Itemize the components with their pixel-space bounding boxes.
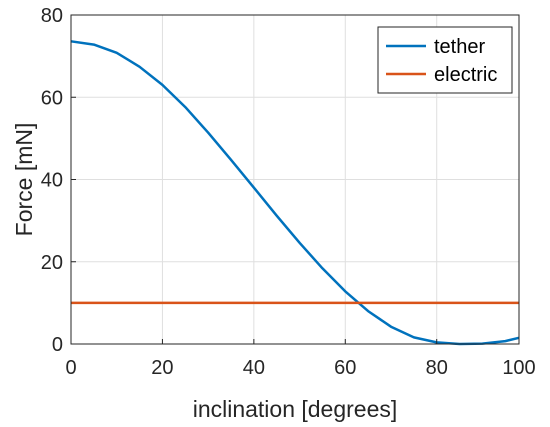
- x-axis-label: inclination [degrees]: [193, 396, 398, 422]
- legend-box: [377, 26, 513, 94]
- x-tick-label: 100: [502, 357, 535, 379]
- legend-label-electric: electric: [434, 64, 497, 86]
- legend: tether electric: [377, 26, 513, 94]
- y-tick-label: 60: [41, 87, 63, 109]
- series-line-tether: [70, 40, 520, 346]
- x-tick-label: 60: [334, 357, 356, 379]
- y-tick-label: 20: [41, 252, 63, 274]
- x-tick-label: 0: [65, 357, 76, 379]
- y-tick-label: 80: [41, 5, 63, 27]
- y-tick-label: 0: [52, 334, 63, 356]
- x-tick-label: 80: [426, 357, 448, 379]
- x-tick-label: 40: [243, 357, 265, 379]
- series-group: [70, 40, 520, 346]
- y-axis-label: Force [mN]: [11, 123, 37, 237]
- tick-group: 0 20 40 60 80 100 0 20 40 60 80: [41, 5, 536, 379]
- legend-label-tether: tether: [434, 36, 485, 58]
- x-tick-label: 20: [151, 357, 173, 379]
- y-tick-label: 40: [41, 170, 63, 192]
